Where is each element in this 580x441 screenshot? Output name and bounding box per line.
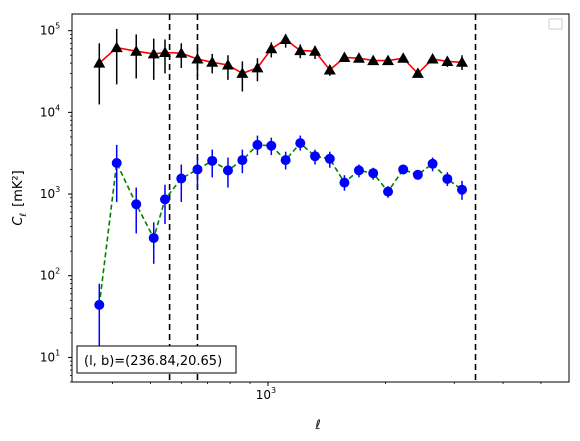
y-axis-label-subscript: ℓ bbox=[19, 213, 29, 218]
data-point bbox=[236, 67, 249, 78]
y-tick-label: 101 bbox=[40, 348, 60, 364]
data-point bbox=[368, 168, 379, 179]
data-point bbox=[207, 155, 218, 166]
y-axis-label: Cℓ [mK²] bbox=[11, 170, 29, 225]
data-point bbox=[266, 140, 277, 151]
data-point bbox=[457, 184, 468, 195]
data-point bbox=[456, 56, 469, 67]
data-point bbox=[382, 54, 395, 66]
data-point bbox=[175, 47, 188, 58]
data-point bbox=[206, 56, 219, 67]
data-point bbox=[426, 53, 439, 64]
x-axis: 103 bbox=[112, 382, 542, 402]
plot-area bbox=[93, 14, 477, 382]
annotation-box: (l, b)=(236.84,20.65) bbox=[76, 345, 237, 374]
data-point bbox=[441, 55, 454, 66]
data-point bbox=[131, 199, 142, 210]
data-point bbox=[148, 232, 159, 243]
data-point bbox=[352, 52, 365, 63]
y-tick-label: 103 bbox=[40, 185, 60, 201]
data-point bbox=[265, 42, 278, 54]
data-point bbox=[147, 47, 160, 59]
data-point bbox=[309, 45, 322, 56]
data-point bbox=[427, 158, 438, 169]
y-tick-label: 104 bbox=[40, 103, 60, 119]
data-point bbox=[191, 53, 204, 64]
data-point bbox=[294, 44, 307, 56]
data-point bbox=[324, 153, 335, 164]
data-point bbox=[158, 46, 171, 58]
plot-frame bbox=[71, 13, 570, 383]
data-point bbox=[237, 155, 248, 166]
y-axis-label-main: C bbox=[11, 216, 26, 226]
data-point bbox=[280, 155, 291, 166]
data-point bbox=[176, 173, 187, 184]
data-point bbox=[398, 164, 409, 175]
data-point bbox=[110, 41, 123, 53]
data-point bbox=[251, 61, 264, 73]
data-point bbox=[353, 165, 364, 176]
data-point bbox=[411, 67, 424, 78]
data-point bbox=[295, 138, 306, 149]
data-point bbox=[397, 52, 410, 63]
data-point bbox=[310, 151, 321, 162]
data-point bbox=[383, 186, 394, 197]
data-point bbox=[442, 173, 453, 184]
data-point bbox=[279, 33, 292, 44]
data-point bbox=[367, 54, 380, 66]
data-point bbox=[111, 157, 122, 168]
y-axis: 101 102 103 104 105 bbox=[40, 22, 72, 383]
data-point bbox=[221, 58, 234, 70]
data-point bbox=[338, 51, 351, 62]
data-point bbox=[159, 194, 170, 205]
data-point bbox=[412, 169, 423, 180]
data-point bbox=[93, 57, 106, 68]
data-point bbox=[192, 164, 203, 175]
data-point bbox=[222, 165, 233, 176]
data-point bbox=[94, 299, 105, 310]
data-point bbox=[252, 139, 263, 150]
y-tick-label: 105 bbox=[40, 22, 60, 38]
series-1 bbox=[93, 28, 469, 105]
y-tick-label: 102 bbox=[40, 267, 60, 283]
data-point bbox=[339, 177, 350, 188]
series-2 bbox=[94, 135, 468, 358]
y-axis-label-unit: [mK²] bbox=[11, 170, 26, 207]
data-point bbox=[130, 45, 143, 56]
legend-box bbox=[548, 18, 563, 30]
annotation-text: (l, b)=(236.84,20.65) bbox=[84, 354, 222, 369]
data-point bbox=[323, 64, 336, 75]
x-axis-label: ℓ bbox=[314, 418, 320, 433]
x-tick-label: 103 bbox=[256, 386, 276, 402]
